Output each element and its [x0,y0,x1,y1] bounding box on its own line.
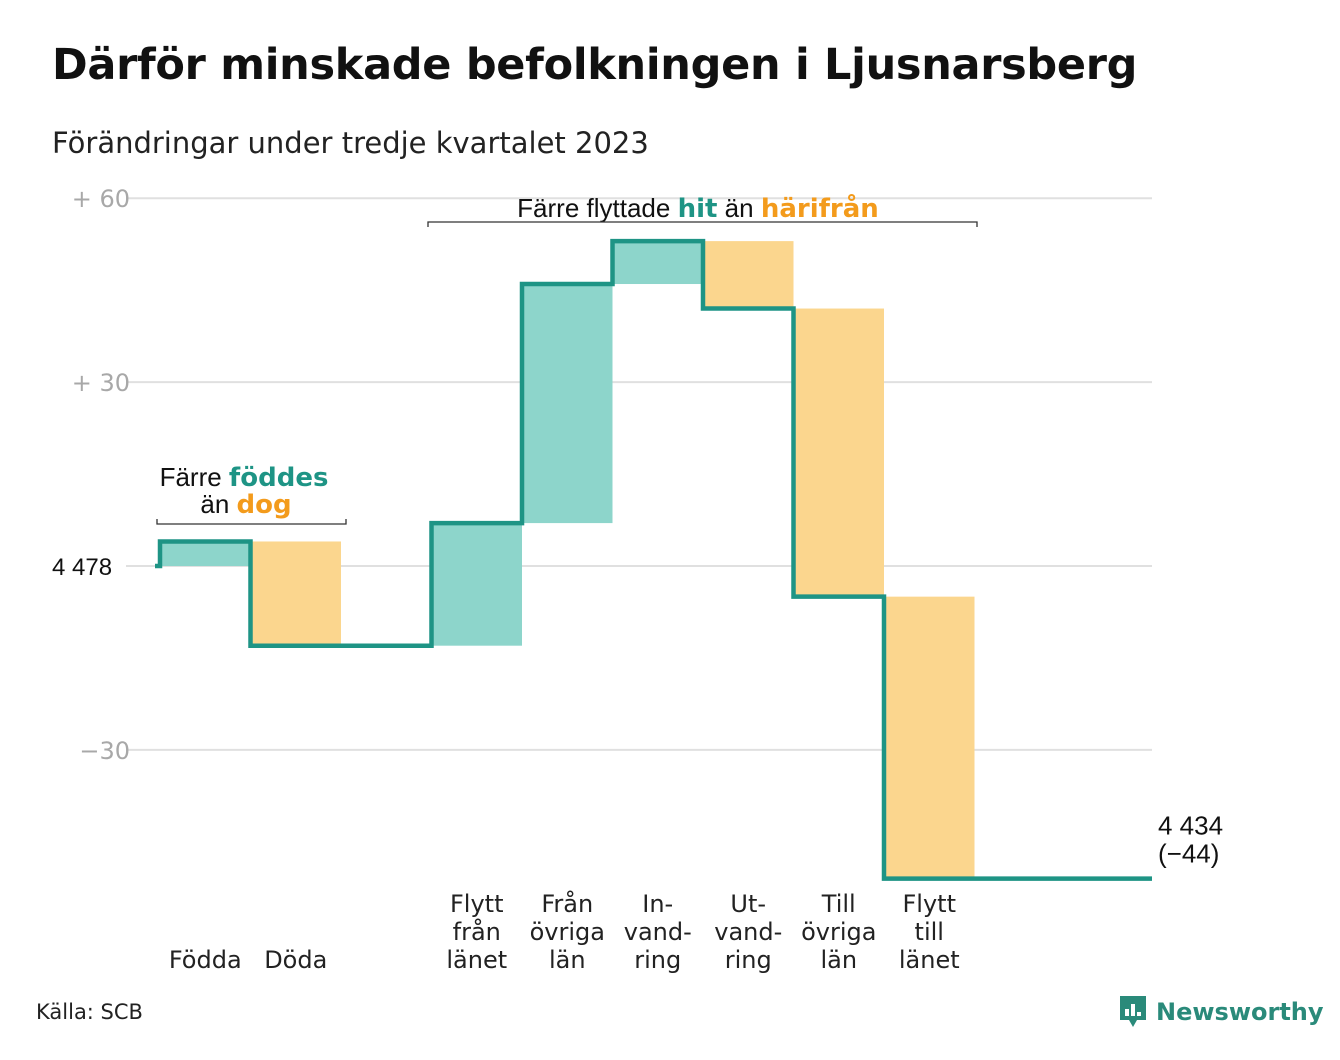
source-note: Källa: SCB [36,1000,143,1024]
svg-text:Färre flyttade hit: Färre flyttade hit än härifrån [517,192,879,224]
migration-bracket [427,221,978,227]
category-label: Födda [169,946,242,974]
category-label: länet [899,946,960,974]
y-tick-label: + 30 [72,369,130,397]
category-label: ring [725,946,772,974]
y-tick-label: + 60 [72,185,130,213]
svg-text:Färre föddes: Färre föddes [160,462,329,493]
chart-subtitle: Förändringar under tredje kvartalet 2023 [52,126,649,160]
y-tick-label: −30 [79,737,130,765]
bars [160,241,975,879]
category-label: länet [446,946,507,974]
births-annotation-prefix: Färre [160,462,222,492]
births-bracket [156,519,347,525]
waterfall-bar [793,308,884,597]
migration-annotation-hit: hit [678,194,718,224]
waterfall-bar [431,523,522,646]
category-label: Flytt [903,890,957,918]
migration-annotation-prefix: Färre flyttade [517,193,670,223]
cumulative-line-path [155,238,1152,881]
category-label: Ut- [730,890,766,918]
births-annotation-highlight2: dog [237,490,292,520]
category-label: län [820,946,857,974]
waterfall-bar [612,241,703,285]
waterfall-bar [160,541,251,566]
grid-lines [126,197,1152,751]
chart-title: Därför minskade befolkningen i Ljusnarsb… [52,40,1138,90]
births-annotation-prefix2: än [200,489,229,519]
category-label: Flytt [450,890,504,918]
migration-annotation-harifran: härifrån [761,192,879,224]
category-label: övriga [801,918,876,946]
births-annotation: Färre föddes än dog [156,462,347,525]
category-label: In- [642,890,673,918]
waterfall-bar [522,284,613,524]
migration-annotation-middle: än [725,193,754,223]
brand-logo: Newsworthy [1118,993,1324,1031]
category-label: vand- [714,918,782,946]
waterfall-bar [703,241,794,309]
category-label: Döda [264,946,327,974]
end-value-label: 4 434 [1158,811,1223,841]
newsworthy-logo-icon [1120,996,1146,1027]
category-label: övriga [530,918,605,946]
end-change-label: (−44) [1158,839,1219,869]
start-value-label: 4 478 [52,554,112,581]
cumulative-line [155,238,1152,881]
svg-text:än dog: än dog [200,489,291,520]
category-label: Från [541,889,593,918]
waterfall-bar [250,541,341,646]
migration-annotation: Färre flyttade hit än härifrån [427,192,978,227]
category-label: från [453,917,501,946]
births-annotation-highlight: föddes [229,463,329,493]
category-label: vand- [624,918,692,946]
category-label: Till [821,890,856,918]
category-label: till [915,918,944,946]
brand-name: Newsworthy [1156,998,1324,1026]
category-label: ring [634,946,681,974]
waterfall-bar [884,596,975,879]
category-label: län [549,946,586,974]
